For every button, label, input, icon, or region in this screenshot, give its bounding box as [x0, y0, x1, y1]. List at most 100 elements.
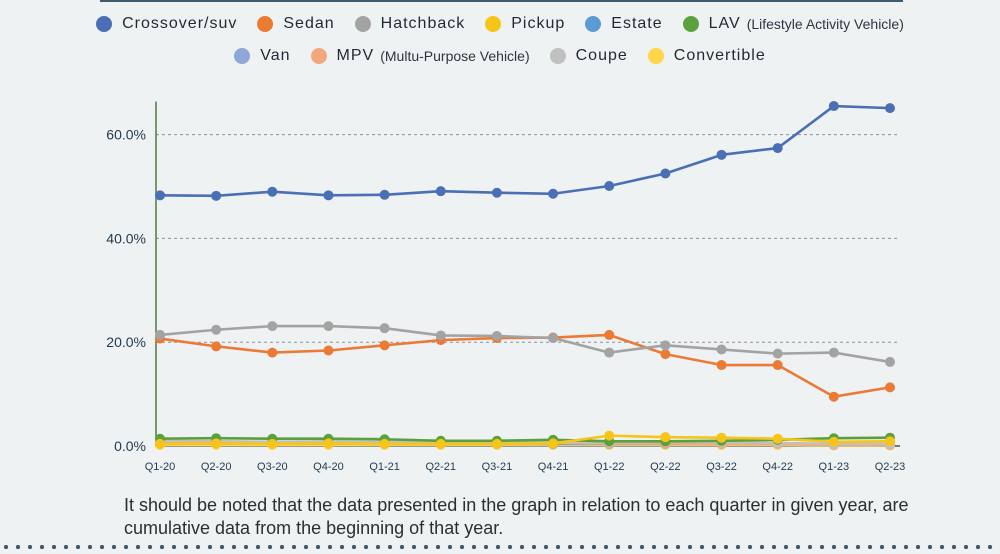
x-tick-label: Q2-21 — [425, 461, 456, 473]
data-point — [491, 330, 502, 341]
data-point — [211, 341, 222, 352]
data-point — [435, 330, 446, 341]
series-sedan — [155, 329, 895, 402]
legend-note: (Multu-Purpose Vehicle) — [380, 48, 530, 64]
legend-item: Convertible — [647, 47, 766, 65]
legend-label: MPV — [336, 47, 375, 64]
legend-item: Sedan — [257, 15, 334, 33]
legend-item: Pickup — [485, 15, 565, 33]
data-point — [660, 349, 671, 360]
x-tick-label: Q3-22 — [706, 461, 737, 473]
x-tick-label: Q4-22 — [762, 461, 793, 473]
data-point — [772, 143, 783, 154]
data-point — [660, 340, 671, 351]
x-tick-label: Q1-22 — [594, 461, 625, 473]
legend-item: Coupe — [549, 47, 628, 65]
data-point — [379, 438, 390, 449]
legend-label: LAV — [708, 15, 741, 32]
data-point — [772, 433, 783, 444]
data-point — [211, 190, 222, 201]
data-point — [660, 168, 671, 179]
x-tick-label: Q2-20 — [201, 461, 232, 473]
legend-item: Hatchback — [354, 15, 466, 33]
x-tick-label: Q2-23 — [875, 461, 906, 473]
series-line — [158, 324, 892, 364]
x-tick-label: Q3-21 — [482, 461, 513, 473]
legend-label: Coupe — [575, 47, 628, 64]
data-point — [379, 189, 390, 200]
data-point — [379, 323, 390, 334]
legend-swatch — [96, 16, 113, 32]
footnote: It should be noted that the data present… — [124, 495, 909, 538]
legend-swatch — [234, 48, 251, 64]
data-point — [828, 391, 839, 402]
legend-item: LAV (Lifestyle Activity Vehicle) — [682, 15, 904, 33]
legend-row-2: Van MPV (Multu-Purpose Vehicle) Coupe Conver… — [0, 44, 1000, 68]
legend-swatch — [485, 16, 502, 32]
data-point — [885, 382, 895, 393]
legend-swatch — [585, 16, 602, 32]
legend-label: Pickup — [511, 15, 566, 32]
series-line — [158, 436, 892, 443]
legend-label: Crossover/suv — [122, 15, 238, 32]
data-point — [772, 360, 783, 371]
data-point — [716, 360, 727, 371]
data-point — [885, 356, 895, 367]
data-point — [548, 333, 559, 344]
series-line — [158, 104, 892, 198]
legend-swatch — [549, 48, 566, 64]
data-point — [323, 321, 334, 332]
data-point — [548, 438, 559, 449]
y-tick-label: 0.0% — [114, 438, 146, 454]
data-point — [885, 436, 895, 447]
data-point — [604, 347, 615, 358]
data-point — [491, 438, 502, 449]
legend-label: Sedan — [283, 15, 335, 32]
data-point — [155, 438, 165, 449]
data-point — [548, 188, 559, 199]
data-point — [828, 436, 839, 447]
data-point — [323, 345, 334, 356]
x-tick-label: Q3-20 — [257, 461, 288, 473]
data-point — [660, 432, 671, 443]
y-tick-label: 20.0% — [106, 334, 146, 350]
data-point — [435, 438, 446, 449]
legend-item: MPV (Multu-Purpose Vehicle) — [310, 47, 530, 65]
legend-swatch — [257, 16, 274, 32]
dotted-divider — [0, 544, 1000, 550]
legend-swatch — [682, 16, 699, 32]
x-tick-label: Q2-22 — [650, 461, 681, 473]
x-tick-label: Q1-21 — [369, 461, 400, 473]
x-tick-label: Q4-20 — [313, 461, 344, 473]
data-point — [323, 190, 334, 201]
data-point — [716, 149, 727, 160]
x-tick-label: Q4-21 — [538, 461, 569, 473]
data-point — [379, 340, 390, 351]
data-point — [435, 186, 446, 197]
legend-label: Hatchback — [380, 15, 466, 32]
data-point — [155, 329, 165, 340]
legend-swatch — [647, 48, 664, 64]
series-line — [158, 434, 892, 446]
data-point — [211, 438, 222, 449]
legend-item: Crossover/suv — [96, 15, 237, 33]
legend-swatch — [310, 48, 327, 64]
data-point — [267, 321, 278, 332]
legend-item: Estate — [585, 15, 662, 33]
legend-label: Estate — [611, 15, 663, 32]
data-point — [885, 103, 895, 114]
top-rule — [100, 0, 903, 2]
legend-note: (Lifestyle Activity Vehicle) — [746, 16, 904, 32]
data-point — [772, 348, 783, 359]
legend-label: Van — [260, 47, 291, 64]
x-tick-label: Q1-23 — [819, 461, 850, 473]
series-pickup — [155, 430, 895, 449]
data-point — [267, 347, 278, 358]
data-point — [716, 432, 727, 443]
series-crossover-suv — [155, 101, 895, 201]
data-point — [323, 438, 334, 449]
legend-label: Convertible — [673, 47, 766, 64]
data-point — [604, 180, 615, 191]
data-point — [604, 430, 615, 441]
legend-item: Van — [234, 47, 290, 65]
